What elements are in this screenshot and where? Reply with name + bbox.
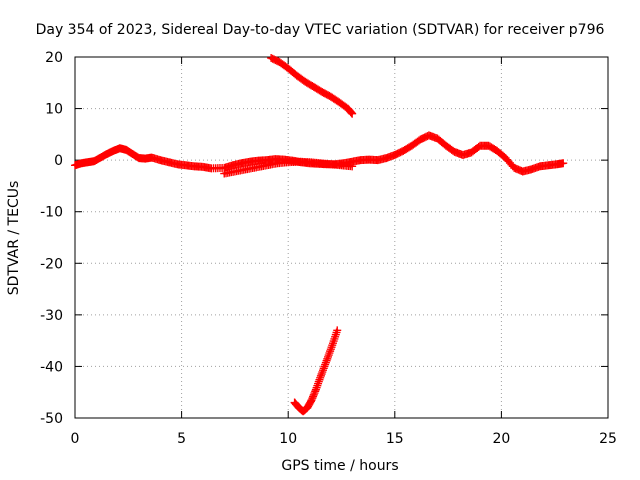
series-layer — [71, 54, 568, 416]
data-point-marker — [322, 356, 331, 365]
data-point-marker — [348, 162, 357, 171]
ticks: 0 5 10 15 20 25 -50 -40 -30 -20 -10 0 10 20 — [40, 50, 617, 447]
data-point-marker — [348, 109, 357, 118]
axes — [74, 56, 609, 419]
data-point-marker — [309, 390, 318, 399]
data-point-marker — [319, 366, 328, 375]
x-tick-label: 5 — [177, 431, 186, 447]
series-3 — [267, 54, 357, 118]
x-tick-label: 25 — [599, 431, 617, 447]
x-tick-label: 0 — [71, 431, 80, 447]
data-point-marker — [316, 373, 325, 382]
chart-title: Day 354 of 2023, Sidereal Day-to-day VTE… — [36, 22, 605, 38]
y-tick-label: -40 — [40, 359, 63, 375]
y-tick-label: 10 — [45, 102, 63, 118]
y-tick-label: 0 — [54, 153, 63, 169]
data-point-marker — [321, 360, 330, 369]
data-point-marker — [559, 159, 568, 168]
series-2 — [220, 157, 357, 178]
x-tick-label: 20 — [492, 431, 510, 447]
y-tick-label: -20 — [40, 256, 63, 272]
data-point-marker — [318, 368, 327, 377]
data-point-marker — [308, 394, 317, 403]
y-tick-label: -30 — [40, 308, 63, 324]
y-axis-label: SDTVAR / TECUs — [6, 181, 22, 296]
data-point-marker — [309, 392, 318, 401]
y-tick-label: 20 — [45, 50, 63, 66]
data-point-marker — [320, 362, 329, 371]
data-point-marker — [317, 369, 326, 378]
data-point-marker — [311, 387, 320, 396]
plot-frame — [74, 56, 609, 419]
data-point-marker — [347, 108, 356, 117]
series-4 — [290, 326, 342, 416]
grid — [75, 57, 608, 418]
data-point-marker — [321, 358, 330, 367]
y-tick-label: -10 — [40, 205, 63, 221]
x-tick-label: 15 — [386, 431, 404, 447]
data-point-marker — [319, 364, 328, 373]
x-axis-label: GPS time / hours — [281, 458, 398, 474]
data-point-marker — [346, 108, 355, 117]
data-point-marker — [316, 371, 325, 380]
x-tick-label: 10 — [279, 431, 297, 447]
data-point-marker — [333, 326, 342, 335]
data-point-marker — [307, 395, 316, 404]
data-point-marker — [310, 389, 319, 398]
data-point-marker — [323, 354, 332, 363]
y-tick-label: -50 — [40, 411, 63, 427]
data-point-marker — [323, 352, 332, 361]
